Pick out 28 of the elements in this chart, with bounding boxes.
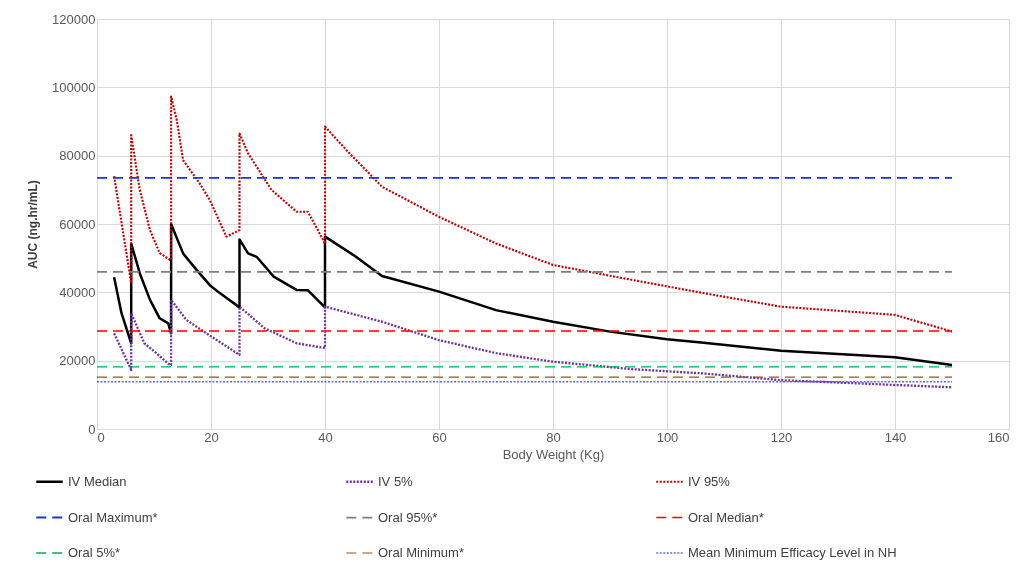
x-tick-label: 100 (656, 429, 679, 445)
x-tick-label: 60 (432, 429, 447, 445)
line-series (112, 298, 954, 389)
y-tick-label: 120000 (52, 11, 96, 27)
legend-label: Oral Maximum* (68, 509, 158, 525)
y-tick-label: 20000 (59, 353, 96, 369)
x-tick-label: 20 (204, 429, 219, 445)
line-series (112, 222, 954, 367)
legend-label: IV Median (68, 473, 127, 489)
y-tick-label: 100000 (52, 79, 96, 95)
y-tick-label: 40000 (59, 284, 96, 300)
y-tick-label: 60000 (59, 216, 96, 232)
legend-label: Oral Median* (688, 509, 764, 525)
x-tick-label: 140 (884, 429, 907, 445)
x-tick-label: 120 (770, 429, 793, 445)
line-series (113, 95, 954, 333)
y-tick-label: 80000 (59, 148, 96, 164)
legend-label: Oral 5%* (68, 545, 121, 560)
x-tick-label: 80 (546, 429, 561, 445)
legend-label: Oral 95%* (378, 509, 438, 525)
legend-label: Oral Minimum* (378, 545, 464, 560)
legend-label: Mean Minimum Efficacy Level in NH (688, 545, 897, 560)
x-axis-title: Body Weight (Kg) (502, 446, 605, 462)
legend-label: IV 5% (378, 473, 414, 489)
x-tick-label: 40 (318, 429, 333, 445)
y-axis-title: AUC (ng.hr/mL) (26, 180, 41, 269)
legend-label: IV 95% (688, 473, 731, 489)
x-tick-label: 160 (987, 429, 1010, 445)
